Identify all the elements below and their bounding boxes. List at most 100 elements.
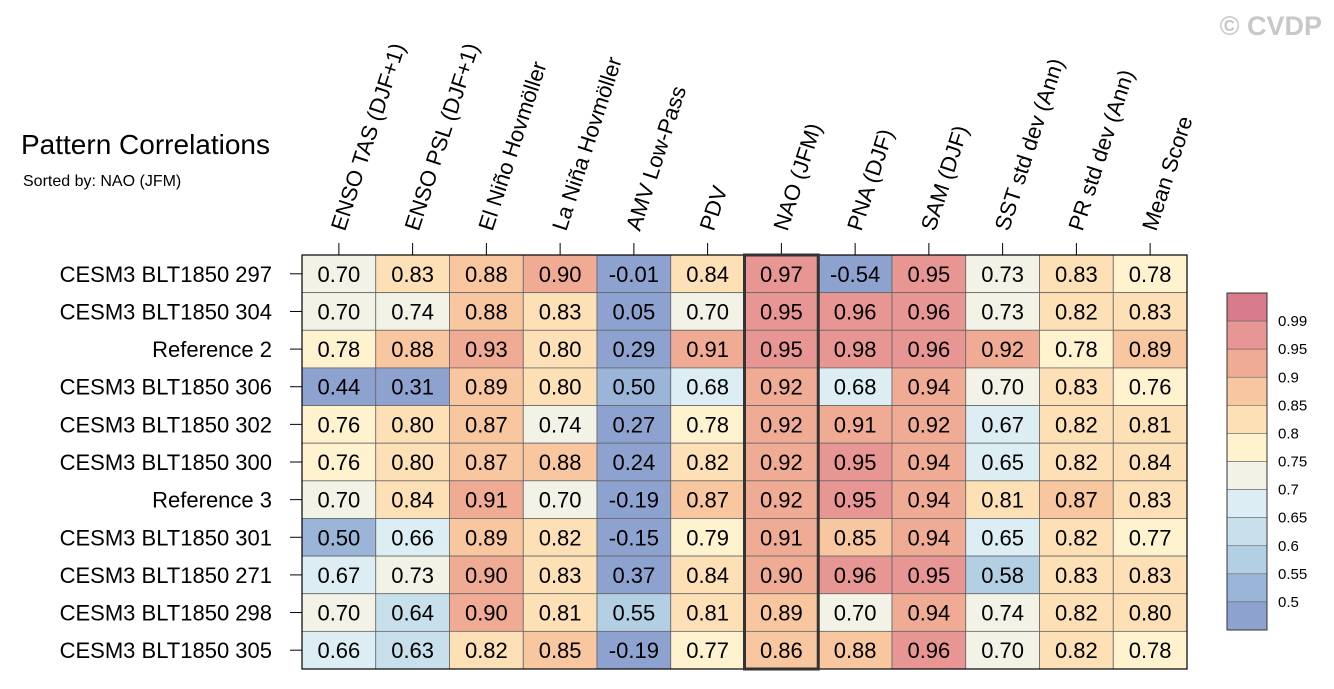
cell-value: 0.78 bbox=[1055, 337, 1098, 362]
cell-value: 0.66 bbox=[317, 638, 360, 663]
column-label-enso-tas-djf-1: ENSO TAS (DJF+1) bbox=[326, 40, 410, 234]
heatmap-cell bbox=[1112, 555, 1188, 595]
cell-value: 0.70 bbox=[686, 299, 729, 324]
cell-value: 0.90 bbox=[760, 563, 803, 588]
heatmap-cell bbox=[375, 518, 450, 557]
cell-value: 0.92 bbox=[760, 488, 803, 513]
cell-value: 0.96 bbox=[907, 299, 950, 324]
column-label-sam-djf: SAM (DJF) bbox=[916, 122, 973, 233]
column-label-el-ni-o-hovm-ller: El Niño Hovmöller bbox=[473, 58, 551, 233]
heatmap-cell bbox=[965, 555, 1040, 595]
cell-value: -0.54 bbox=[830, 262, 880, 287]
heatmap-cell bbox=[522, 593, 598, 632]
row-label-cesm3-blt1850-271: CESM3 BLT1850 271 bbox=[60, 563, 272, 588]
cell-value: -0.15 bbox=[609, 525, 659, 550]
cell-value: 0.90 bbox=[465, 601, 508, 626]
heatmap-cell bbox=[301, 480, 377, 519]
heatmap-cell bbox=[1039, 405, 1114, 444]
row-label-cesm3-blt1850-300: CESM3 BLT1850 300 bbox=[60, 450, 272, 475]
heatmap-cell bbox=[596, 254, 672, 294]
cell-value: 0.80 bbox=[539, 337, 582, 362]
cell-value: 0.31 bbox=[391, 375, 434, 400]
heatmap-cell bbox=[449, 593, 524, 632]
colorbar-swatch bbox=[1226, 461, 1268, 490]
cell-value: 0.74 bbox=[391, 299, 434, 324]
heatmap-cell bbox=[891, 292, 967, 331]
cell-value: 0.82 bbox=[1055, 412, 1098, 437]
cell-value: 0.77 bbox=[686, 638, 729, 663]
cell-value: 0.76 bbox=[317, 412, 360, 437]
colorbar-label: 0.6 bbox=[1278, 538, 1299, 555]
heatmap-cell bbox=[522, 480, 598, 519]
cell-value: 0.83 bbox=[1129, 299, 1172, 324]
watermark: © CVDP bbox=[1220, 11, 1322, 41]
cell-value: 0.91 bbox=[834, 412, 877, 437]
heatmap-cell bbox=[1039, 518, 1114, 557]
colorbar-swatch bbox=[1226, 348, 1268, 378]
cell-value: 0.84 bbox=[686, 563, 729, 588]
cell-value: 0.88 bbox=[539, 450, 582, 475]
heatmap-cell bbox=[817, 555, 893, 595]
cell-value: 0.87 bbox=[686, 488, 729, 513]
colorbar-swatch bbox=[1226, 292, 1268, 322]
heatmap-cell bbox=[670, 555, 745, 595]
cell-value: 0.83 bbox=[391, 262, 434, 287]
cell-value: 0.70 bbox=[317, 299, 360, 324]
cell-value: 0.68 bbox=[686, 375, 729, 400]
cell-value: 0.86 bbox=[760, 638, 803, 663]
cell-value: 0.68 bbox=[834, 375, 877, 400]
chart-title: Pattern Correlations bbox=[21, 129, 270, 160]
heatmap-cell bbox=[670, 329, 745, 369]
colorbar-label: 0.8 bbox=[1278, 425, 1299, 442]
cell-value: 0.84 bbox=[1129, 450, 1172, 475]
heatmap-cell bbox=[301, 329, 377, 369]
cell-value: 0.50 bbox=[317, 525, 360, 550]
heatmap-cell bbox=[1112, 405, 1188, 444]
cell-value: 0.70 bbox=[317, 601, 360, 626]
heatmap-cell bbox=[596, 480, 672, 519]
heatmap-cell bbox=[449, 329, 524, 369]
cell-value: 0.50 bbox=[612, 375, 655, 400]
cell-value: 0.89 bbox=[1129, 337, 1172, 362]
cell-value: 0.92 bbox=[760, 412, 803, 437]
colorbar-swatch bbox=[1226, 320, 1268, 350]
heatmap-cell bbox=[817, 630, 893, 670]
colorbar-label: 0.7 bbox=[1278, 482, 1299, 499]
cell-value: 0.81 bbox=[1129, 412, 1172, 437]
row-label-cesm3-blt1850-306: CESM3 BLT1850 306 bbox=[60, 375, 272, 400]
row-label-cesm3-blt1850-302: CESM3 BLT1850 302 bbox=[60, 412, 272, 437]
cell-value: 0.82 bbox=[1055, 450, 1098, 475]
heatmap-cell bbox=[596, 593, 672, 632]
cell-value: 0.90 bbox=[539, 262, 582, 287]
cell-value: 0.95 bbox=[834, 488, 877, 513]
heatmap-cell bbox=[596, 405, 672, 444]
cell-value: 0.94 bbox=[907, 601, 950, 626]
cell-value: 0.74 bbox=[539, 412, 582, 437]
cell-value: 0.88 bbox=[391, 337, 434, 362]
cell-value: 0.70 bbox=[981, 375, 1024, 400]
heatmap-cell bbox=[522, 405, 598, 444]
column-label-mean-score: Mean Score bbox=[1137, 113, 1197, 234]
cell-value: 0.95 bbox=[760, 299, 803, 324]
heatmap-cell bbox=[375, 555, 450, 595]
heatmap-cell bbox=[449, 480, 524, 519]
column-label-amv-low-pass: AMV Low-Pass bbox=[621, 83, 691, 234]
heatmap-cell bbox=[965, 593, 1040, 632]
heatmap-cell bbox=[670, 292, 745, 331]
cell-value: 0.80 bbox=[539, 375, 582, 400]
cell-value: 0.85 bbox=[539, 638, 582, 663]
heatmap-cell bbox=[965, 254, 1040, 294]
colorbar-swatch bbox=[1226, 573, 1268, 603]
cell-value: 0.73 bbox=[981, 262, 1024, 287]
row-labels: CESM3 BLT1850 297 CESM3 BLT1850 304 Refere… bbox=[60, 262, 302, 663]
cell-value: 0.81 bbox=[686, 601, 729, 626]
colorbar-label: 0.65 bbox=[1278, 510, 1307, 527]
cell-value: 0.55 bbox=[612, 601, 655, 626]
heatmap-cell bbox=[449, 405, 524, 444]
colorbar-swatch bbox=[1226, 545, 1268, 575]
cell-value: 0.88 bbox=[465, 299, 508, 324]
heatmap-cell bbox=[375, 442, 450, 482]
cell-value: 0.65 bbox=[981, 525, 1024, 550]
cell-value: 0.94 bbox=[907, 488, 950, 513]
cell-value: -0.01 bbox=[609, 262, 659, 287]
